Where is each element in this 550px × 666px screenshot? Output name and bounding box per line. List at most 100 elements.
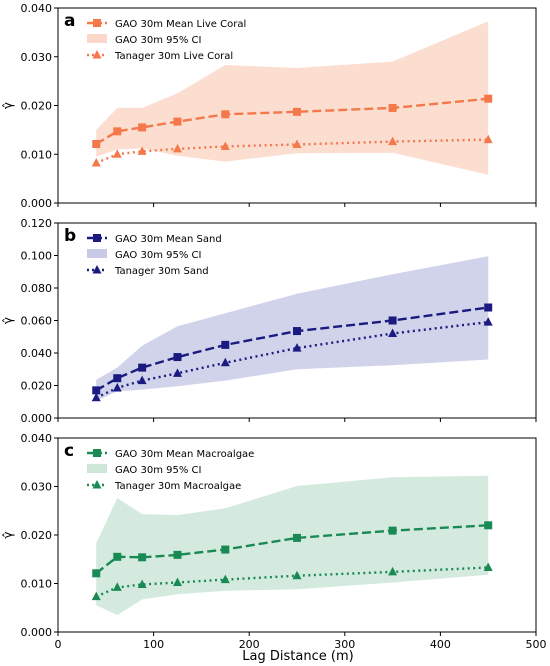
data-point-square: [221, 110, 230, 119]
panel-b: 0.000 0.020 0.040 0.060 0.080 0.100 0.120 γ̂ b GA…: [1, 217, 537, 425]
y-tick-label: 0.020: [21, 529, 53, 542]
data-point-triangle: [292, 570, 302, 580]
x-tick-label: 500: [526, 638, 547, 651]
x-tick-label: 300: [334, 638, 355, 651]
data-point-triangle: [292, 139, 302, 148]
legend-marker-square: [93, 234, 101, 242]
data-point-triangle: [173, 577, 182, 587]
tanager-line: [95, 320, 489, 399]
data-point-triangle: [91, 591, 101, 601]
data-point-triangle: [388, 566, 398, 576]
data-point-square: [138, 553, 147, 562]
x-tick-label: 0: [55, 638, 62, 651]
y-tick-label: 0.000: [21, 197, 53, 210]
panel-label: c: [64, 441, 74, 461]
data-point-triangle: [483, 134, 493, 144]
mean-line: [95, 306, 489, 392]
y-tick-label: 0.010: [21, 148, 53, 161]
data-point-square: [484, 521, 493, 530]
legend-marker-square: [93, 19, 101, 27]
data-point-triangle: [483, 562, 493, 571]
data-point-square: [221, 340, 230, 349]
y-tick-label: 0.040: [21, 347, 53, 360]
data-point-square: [173, 117, 182, 126]
panel-c: 0.000 0.010 0.020 0.030 0.040 0 100 200 300 400 50…: [1, 432, 547, 651]
legend-label: Tanager 30m Live Coral: [114, 51, 233, 62]
y-tick-label: 0.010: [21, 578, 53, 591]
legend-swatch-band: [87, 249, 107, 258]
x-axis-label: Lag Distance (m): [242, 649, 353, 664]
y-tick-label: 0.040: [21, 432, 53, 445]
legend-label: GAO 30m Mean Live Coral: [115, 19, 246, 30]
legend-marker-triangle: [92, 50, 102, 59]
y-tick-label: 0.040: [21, 2, 53, 15]
data-point-square: [484, 303, 493, 312]
y-tick-label: 0.030: [21, 481, 53, 494]
x-tick-label: 100: [143, 638, 164, 651]
y-tick-label: 0.000: [21, 626, 53, 639]
mean-line: [95, 97, 489, 146]
legend-label: GAO 30m Mean Sand: [115, 234, 222, 245]
data-point-square: [388, 316, 397, 325]
legend-label: Tanager 30m Macroalgae: [114, 481, 241, 492]
data-point-triangle: [112, 149, 122, 158]
data-point-triangle: [173, 143, 182, 153]
legend: GAO 30m Mean Live Coral GAO 30m 95% CI Tan…: [87, 19, 246, 62]
data-point-square: [293, 533, 301, 542]
legend-label: Tanager 30m Sand: [114, 266, 209, 277]
data-point-square: [173, 353, 182, 362]
legend-label: GAO 30m 95% CI: [115, 250, 201, 261]
data-point-triangle: [137, 146, 147, 155]
data-point-triangle: [220, 141, 230, 150]
data-point-square: [113, 552, 122, 561]
y-axis-label: γ̂: [1, 531, 15, 538]
data-point-square: [138, 363, 147, 372]
legend: GAO 30m Mean Sand GAO 30m 95% CI Tanager 3…: [87, 234, 222, 277]
panel-a: 0.000 0.010 0.020 0.030 0.040 γ̂ a GAO 30m Mean…: [1, 2, 537, 210]
mean-line: [95, 524, 489, 575]
panel-label: a: [64, 11, 75, 31]
data-point-square: [388, 103, 397, 112]
data-point-triangle: [137, 375, 147, 385]
data-point-triangle: [388, 328, 398, 337]
data-point-square: [138, 123, 147, 132]
data-point-triangle: [292, 343, 302, 352]
data-point-triangle: [388, 136, 398, 146]
ci-band: [96, 475, 489, 615]
ci-band: [96, 256, 489, 401]
data-point-triangle: [483, 317, 493, 326]
legend-label: GAO 30m 95% CI: [115, 35, 201, 46]
data-point-square: [293, 327, 301, 336]
data-point-square: [293, 107, 301, 116]
data-point-square: [92, 386, 101, 395]
legend-marker-square: [93, 449, 101, 457]
data-point-square: [113, 374, 122, 383]
y-tick-label: 0.020: [21, 100, 53, 113]
y-tick-label: 0.060: [21, 315, 53, 328]
ci-band: [96, 21, 489, 175]
legend: GAO 30m Mean Macroalgae GAO 30m 95% CI Tan…: [87, 449, 254, 492]
x-tick-label: 400: [430, 638, 451, 651]
data-point-square: [221, 545, 230, 554]
data-point-square: [113, 127, 122, 136]
data-point-square: [173, 550, 182, 559]
data-point-square: [388, 526, 397, 535]
legend-marker-triangle: [92, 480, 102, 489]
y-tick-label: 0.080: [21, 282, 53, 295]
data-point-triangle: [91, 158, 101, 167]
y-tick-label: 0.030: [21, 51, 53, 64]
data-point-triangle: [91, 392, 101, 402]
data-point-triangle: [220, 357, 230, 367]
data-point-square: [92, 569, 101, 578]
y-tick-label: 0.120: [21, 217, 53, 230]
legend-swatch-band: [87, 464, 107, 473]
data-point-square: [484, 94, 493, 103]
panel-label: b: [64, 226, 76, 246]
legend-marker-triangle: [92, 265, 102, 274]
data-point-triangle: [173, 368, 182, 377]
data-point-triangle: [220, 574, 230, 584]
x-tick-label: 200: [239, 638, 260, 651]
legend-label: GAO 30m 95% CI: [115, 465, 201, 476]
legend-label: GAO 30m Mean Macroalgae: [115, 449, 254, 460]
